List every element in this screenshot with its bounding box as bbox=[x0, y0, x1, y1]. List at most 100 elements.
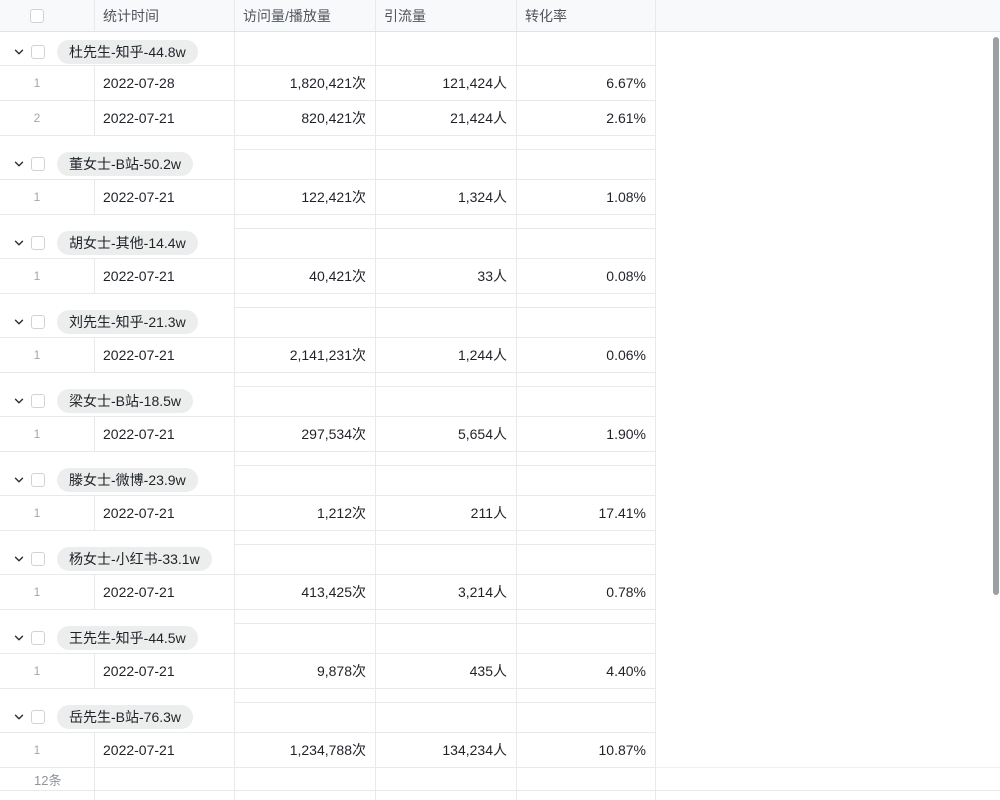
chevron-down-icon[interactable] bbox=[12, 45, 25, 58]
gap-cell bbox=[517, 531, 656, 544]
group-gap bbox=[0, 215, 656, 228]
cell-conversion-rate[interactable]: 1.08% bbox=[517, 180, 656, 214]
cell-visits[interactable]: 1,820,421次 bbox=[235, 66, 376, 100]
cell-conversion-rate[interactable]: 0.08% bbox=[517, 259, 656, 293]
group-header-cell bbox=[376, 465, 517, 495]
cell-leads[interactable]: 1,244人 bbox=[376, 338, 517, 372]
table-row: 1 2022-07-21 2,141,231次 1,244人 0.06% bbox=[0, 338, 656, 373]
cell-stat-time[interactable]: 2022-07-21 bbox=[95, 496, 235, 530]
table-footer-row: 12条 bbox=[0, 768, 1000, 791]
cell-stat-time[interactable]: 2022-07-21 bbox=[95, 101, 235, 135]
row-index-cell: 1 bbox=[0, 66, 95, 100]
group-header-cell: 王先生-知乎-44.5w bbox=[0, 623, 235, 653]
group-header-cell bbox=[376, 307, 517, 337]
row-index-cell: 1 bbox=[0, 259, 95, 293]
cell-leads[interactable]: 121,424人 bbox=[376, 66, 517, 100]
chevron-down-icon[interactable] bbox=[12, 158, 25, 171]
cell-visits[interactable]: 820,421次 bbox=[235, 101, 376, 135]
cell-leads[interactable]: 1,324人 bbox=[376, 180, 517, 214]
table-row: 1 2022-07-21 413,425次 3,214人 0.78% bbox=[0, 575, 656, 610]
cell-stat-time[interactable]: 2022-07-21 bbox=[95, 180, 235, 214]
cell-conversion-rate[interactable]: 0.78% bbox=[517, 575, 656, 609]
select-all-checkbox[interactable] bbox=[30, 8, 44, 23]
chevron-down-icon[interactable] bbox=[12, 711, 25, 724]
group-header-cell bbox=[376, 149, 517, 179]
group-checkbox[interactable] bbox=[31, 44, 45, 59]
row-index: 1 bbox=[33, 506, 41, 520]
footer-cell bbox=[376, 768, 517, 790]
chevron-down-icon[interactable] bbox=[12, 395, 25, 408]
group-gap bbox=[0, 136, 656, 149]
cell-conversion-rate[interactable]: 6.67% bbox=[517, 66, 656, 100]
group-header-cell bbox=[517, 307, 656, 337]
group-header-cell: 董女士-B站-50.2w bbox=[0, 149, 235, 179]
cell-visits[interactable]: 9,878次 bbox=[235, 654, 376, 688]
group-checkbox[interactable] bbox=[31, 552, 45, 566]
table-row: 1 2022-07-28 1,820,421次 121,424人 6.67% bbox=[0, 66, 656, 101]
cell-leads[interactable]: 33人 bbox=[376, 259, 517, 293]
cell-conversion-rate[interactable]: 10.87% bbox=[517, 733, 656, 767]
column-header-stat_time[interactable]: 统计时间 bbox=[95, 0, 235, 31]
cell-conversion-rate[interactable]: 17.41% bbox=[517, 496, 656, 530]
cell-visits[interactable]: 413,425次 bbox=[235, 575, 376, 609]
group-checkbox[interactable] bbox=[31, 236, 45, 250]
gap-cell bbox=[0, 136, 235, 149]
group-header-cell bbox=[235, 386, 376, 416]
row-index: 1 bbox=[33, 348, 41, 362]
chevron-down-icon[interactable] bbox=[12, 237, 25, 250]
group-checkbox[interactable] bbox=[31, 473, 45, 487]
group-header-row: 杨女士-小红书-33.1w bbox=[0, 544, 656, 575]
row-index: 2 bbox=[33, 111, 41, 125]
table-row: 1 2022-07-21 9,878次 435人 4.40% bbox=[0, 654, 656, 689]
group-label-badge: 董女士-B站-50.2w bbox=[57, 152, 194, 176]
cell-conversion-rate[interactable]: 1.90% bbox=[517, 417, 656, 451]
cell-conversion-rate[interactable]: 4.40% bbox=[517, 654, 656, 688]
chevron-down-icon[interactable] bbox=[12, 316, 25, 329]
group-label-badge: 滕女士-微博-23.9w bbox=[57, 468, 198, 492]
cell-leads[interactable]: 3,214人 bbox=[376, 575, 517, 609]
cell-conversion-rate[interactable]: 2.61% bbox=[517, 101, 656, 135]
gap-cell bbox=[235, 531, 376, 544]
cell-stat-time[interactable]: 2022-07-21 bbox=[95, 338, 235, 372]
cell-stat-time[interactable]: 2022-07-28 bbox=[95, 66, 235, 100]
chevron-down-icon[interactable] bbox=[12, 632, 25, 645]
cell-visits[interactable]: 1,212次 bbox=[235, 496, 376, 530]
group-checkbox[interactable] bbox=[31, 631, 45, 645]
gap-cell bbox=[235, 610, 376, 623]
cell-leads[interactable]: 134,234人 bbox=[376, 733, 517, 767]
grid-bottom-strip bbox=[0, 791, 656, 800]
cell-stat-time[interactable]: 2022-07-21 bbox=[95, 417, 235, 451]
row-index: 1 bbox=[33, 743, 41, 757]
cell-leads[interactable]: 435人 bbox=[376, 654, 517, 688]
chevron-down-icon[interactable] bbox=[12, 553, 25, 566]
cell-conversion-rate[interactable]: 0.06% bbox=[517, 338, 656, 372]
cell-stat-time[interactable]: 2022-07-21 bbox=[95, 733, 235, 767]
chevron-down-icon[interactable] bbox=[12, 474, 25, 487]
group-gap bbox=[0, 373, 656, 386]
group-gap bbox=[0, 610, 656, 623]
vertical-scrollbar-thumb[interactable] bbox=[993, 37, 999, 595]
column-header-label: 转化率 bbox=[525, 7, 567, 24]
group-checkbox[interactable] bbox=[31, 157, 45, 171]
group-checkbox[interactable] bbox=[31, 710, 45, 724]
cell-visits[interactable]: 122,421次 bbox=[235, 180, 376, 214]
cell-visits[interactable]: 297,534次 bbox=[235, 417, 376, 451]
header-filler bbox=[656, 0, 1000, 31]
cell-leads[interactable]: 211人 bbox=[376, 496, 517, 530]
group-header-cell bbox=[376, 38, 517, 65]
column-header-leads[interactable]: 引流量 bbox=[376, 0, 517, 31]
cell-stat-time[interactable]: 2022-07-21 bbox=[95, 654, 235, 688]
cell-visits[interactable]: 40,421次 bbox=[235, 259, 376, 293]
column-header-visits[interactable]: 访问量/播放量 bbox=[235, 0, 376, 31]
cell-stat-time[interactable]: 2022-07-21 bbox=[95, 575, 235, 609]
group-checkbox[interactable] bbox=[31, 315, 45, 329]
cell-leads[interactable]: 21,424人 bbox=[376, 101, 517, 135]
cell-stat-time[interactable]: 2022-07-21 bbox=[95, 259, 235, 293]
group-checkbox[interactable] bbox=[31, 394, 45, 408]
group-header-row: 王先生-知乎-44.5w bbox=[0, 623, 656, 654]
cell-leads[interactable]: 5,654人 bbox=[376, 417, 517, 451]
cell-visits[interactable]: 1,234,788次 bbox=[235, 733, 376, 767]
column-header-conversion_rate[interactable]: 转化率 bbox=[517, 0, 656, 31]
cell-visits[interactable]: 2,141,231次 bbox=[235, 338, 376, 372]
gap-cell bbox=[0, 32, 235, 38]
